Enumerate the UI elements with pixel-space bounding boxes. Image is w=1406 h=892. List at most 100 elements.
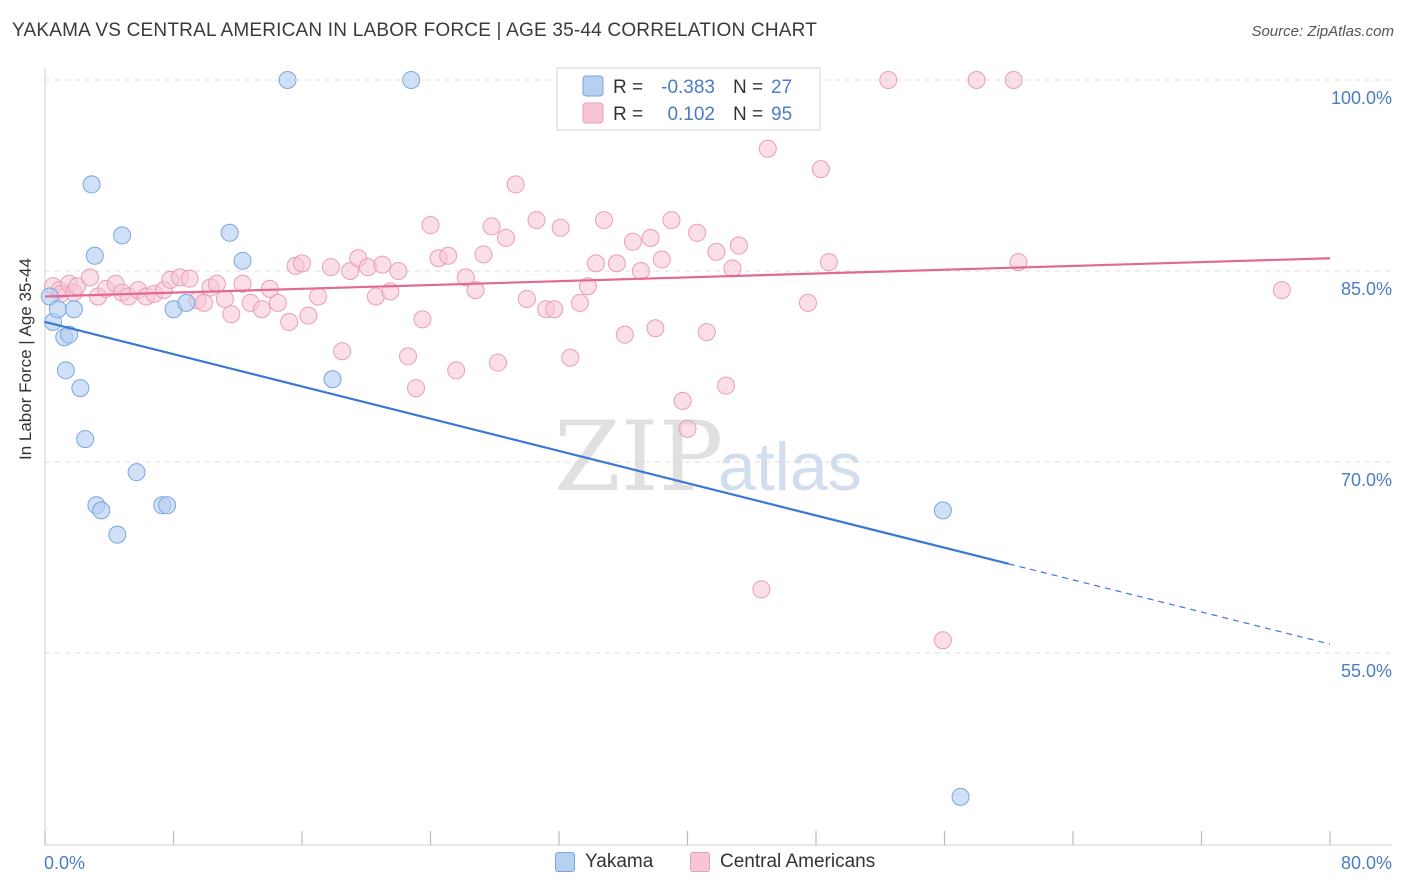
point-yakama [951,787,970,806]
stats-r-label-yakama: R = [613,77,643,98]
point-central-americans [447,361,466,380]
point-central-americans [1272,281,1291,300]
point-central-americans [811,160,830,179]
point-central-americans [215,290,234,309]
point-central-americans [729,236,748,255]
point-central-americans [321,258,340,277]
point-central-americans [723,259,742,278]
point-yakama [933,501,952,520]
point-central-americans [967,71,986,89]
point-central-americans [652,250,671,269]
point-yakama [71,379,90,398]
point-yakama [323,370,342,389]
legend-label-yakama: Yakama [585,851,654,872]
point-central-americans [631,262,650,280]
trendline-central-americans [44,257,1331,298]
trend-lines [44,257,1331,645]
point-central-americans [466,281,485,300]
point-central-americans [180,269,199,288]
point-central-americans [646,319,665,338]
point-yakama [108,525,127,544]
point-yakama [64,300,83,319]
stats-swatch-yakama [582,75,604,97]
point-central-americans [309,287,328,306]
point-central-americans [798,293,817,312]
point-central-americans [207,274,226,293]
point-central-americans [293,254,311,273]
point-central-americans [439,246,458,265]
y-axis-label: In Labor Force | Age 35-44 [16,258,35,460]
point-central-americans [594,211,613,230]
point-central-americans [195,293,214,312]
source-credit: Source: ZipAtlas.com [1251,23,1394,40]
point-central-americans [389,262,408,280]
point-central-americans [752,580,771,599]
point-central-americans [707,242,726,261]
point-central-americans [80,268,99,287]
point-yakama [158,496,177,515]
point-central-americans [399,347,418,366]
point-yakama [60,325,79,344]
point-central-americans [673,391,692,410]
stats-n-label-yakama: N = [733,77,763,98]
axes [44,68,1392,846]
point-central-americans [341,262,360,280]
point-central-americans [1004,71,1023,89]
point-central-americans [615,325,634,344]
point-central-americans [421,216,440,235]
point-yakama [233,251,252,270]
point-yakama [48,300,67,319]
point-central-americans [474,245,493,264]
y-tick-label-3: 100.0% [1331,88,1392,108]
legend-swatch-central-americans [690,852,710,872]
y-tick-label-2: 85.0% [1341,279,1392,299]
point-central-americans [688,223,707,242]
point-yakama [177,293,196,312]
point-central-americans [506,175,525,194]
point-central-americans [578,277,597,296]
point-central-americans [527,211,546,230]
yakama-points [40,71,970,806]
bottom-legend: Yakama Central Americans [0,851,1406,879]
chart-title: YAKAMA VS CENTRAL AMERICAN IN LABOR FORC… [12,20,818,41]
central-americans-points [44,71,1291,650]
stats-swatch-central-americans [582,102,604,124]
point-central-americans [407,379,426,398]
point-central-americans [641,228,660,247]
x-tick-label-1: 80.0% [1341,853,1392,873]
stats-n-value-central-americans: 95 [771,104,792,125]
point-central-americans [607,254,626,273]
legend-label-central-americans: Central Americans [720,851,876,872]
point-central-americans [233,274,252,293]
point-central-americans [373,255,392,274]
point-central-americans [879,71,898,89]
watermark-atlas: atlas [718,429,862,505]
point-yakama [92,501,111,520]
point-central-americans [819,253,838,272]
point-central-americans [252,300,271,319]
point-yakama [278,71,297,89]
point-central-americans [758,139,777,158]
point-central-americans [570,293,589,312]
point-central-americans [222,305,241,324]
stats-r-value-central-americans: 0.102 [667,104,715,125]
legend-item-central-americans[interactable]: Central Americans [690,851,875,873]
point-central-americans [551,218,570,237]
point-yakama [56,361,75,380]
legend-item-yakama[interactable]: Yakama [555,851,653,873]
tick-labels: 55.0% 70.0% 85.0% 100.0% 0.0% 80.0% [44,88,1392,873]
point-yakama [85,246,104,265]
point-central-americans [496,228,515,247]
point-central-americans [545,300,564,319]
point-central-americans [268,293,287,312]
point-central-americans [333,342,352,361]
point-yakama [127,463,146,482]
trendline-yakama [44,320,1010,565]
legend-swatch-yakama [555,852,575,872]
point-central-americans [413,310,432,329]
trendline-yakama-extension [1008,563,1331,645]
point-yakama [113,226,132,245]
point-central-americans [697,323,716,342]
point-central-americans [456,268,475,287]
